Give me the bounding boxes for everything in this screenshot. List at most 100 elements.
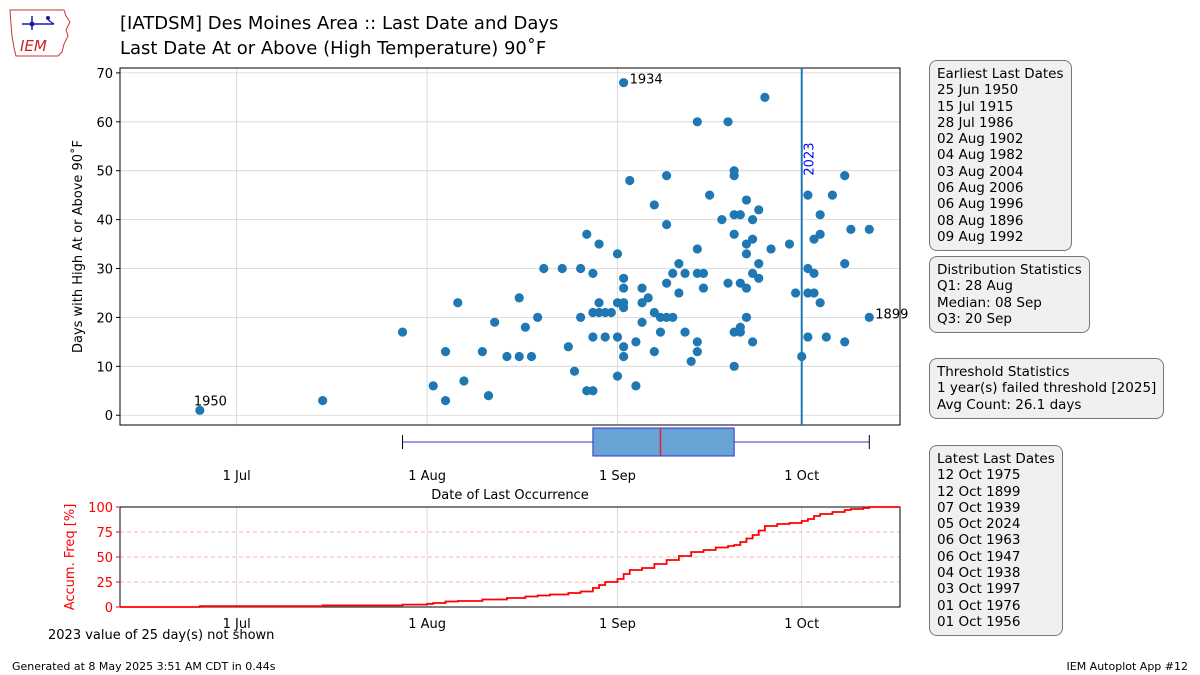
box-xlabel: Date of Last Occurrence	[431, 488, 588, 503]
scatter-point	[698, 268, 709, 278]
scatter-point	[606, 307, 616, 318]
scatter-point	[619, 342, 629, 352]
earliest-date: 04 Aug 1982	[937, 147, 1024, 164]
scatter-point	[619, 298, 629, 308]
scatter-point	[668, 312, 678, 323]
scatter-ytick-label: 0	[105, 409, 113, 424]
footnote: 2023 value of 25 day(s) not shown	[48, 628, 275, 643]
scatter-point	[735, 278, 745, 288]
scatter-point	[477, 347, 487, 357]
scatter-point	[625, 175, 635, 186]
latest-date: 01 Oct 1976	[937, 597, 1021, 614]
scatter-point	[840, 337, 850, 347]
scatter-point	[674, 259, 684, 269]
scatter-point	[760, 92, 770, 102]
scatter-point	[717, 215, 727, 225]
scatter-point	[741, 249, 752, 259]
scatter-ytick-label: 30	[96, 263, 113, 278]
threshold-heading: Threshold Statistics	[937, 364, 1070, 380]
scatter-point	[582, 229, 592, 239]
scatter-point	[790, 288, 801, 298]
scatter-point	[490, 317, 500, 327]
scatter-point	[705, 190, 715, 200]
distribution-box: Distribution Statistics Q1: 28 Aug Median…	[929, 256, 1090, 334]
latest-dates-box: Latest Last Dates 12 Oct 1975 12 Oct 1899…	[929, 445, 1063, 637]
scatter-point	[692, 337, 702, 347]
chart-title: [IATDSM] Des Moines Area :: Last Date an…	[120, 13, 559, 34]
scatter-point	[440, 395, 451, 406]
scatter-point	[864, 312, 874, 323]
scatter-point	[631, 381, 641, 391]
scatter-point	[692, 244, 702, 254]
earliest-date: 09 Aug 1992	[937, 228, 1024, 245]
latest-date: 07 Oct 1939	[937, 499, 1021, 516]
earliest-date: 06 Aug 2006	[937, 180, 1024, 197]
scatter-point	[619, 351, 629, 362]
scatter-point	[643, 293, 653, 303]
latest-date: 03 Oct 1997	[937, 581, 1021, 598]
scatter-point	[637, 317, 647, 327]
earliest-dates-box: Earliest Last Dates 25 Jun 1950 15 Jul 19…	[929, 60, 1072, 252]
scatter-point	[649, 347, 659, 357]
scatter-point	[459, 376, 469, 386]
cdf-xtick-label: 1 Sep	[599, 617, 636, 632]
scatter-point	[594, 298, 604, 308]
threshold-stat: 1 year(s) failed threshold [2025]	[937, 380, 1157, 397]
scatter-point	[809, 288, 819, 298]
scatter-point	[674, 288, 684, 298]
scatter-point	[680, 268, 690, 278]
threshold-list: 1 year(s) failed threshold [2025] Avg Cou…	[937, 380, 1156, 413]
cdf-ylabel: Accum. Freq [%]	[63, 504, 78, 611]
scatter-point	[815, 210, 825, 220]
scatter-point	[686, 356, 696, 367]
cdf-ytick-label: 100	[88, 501, 113, 516]
earliest-date: 03 Aug 2004	[937, 163, 1024, 180]
scatter-point	[840, 170, 850, 181]
scatter-point	[680, 327, 690, 337]
scatter-ytick-label: 20	[96, 311, 113, 326]
box-xtick-label: 1 Jul	[223, 469, 251, 484]
distribution-stat: Q1: 28 Aug	[937, 278, 1013, 295]
scatter-point	[692, 347, 702, 357]
scatter-point	[747, 215, 758, 225]
cdf-ytick-label: 0	[105, 601, 113, 616]
scatter-point	[631, 337, 641, 347]
scatter-point	[741, 239, 752, 249]
scatter-point	[637, 298, 647, 308]
scatter-point	[588, 386, 598, 396]
year-annotation: 1950	[194, 394, 227, 409]
scatter-point	[723, 278, 733, 288]
scatter-point	[588, 268, 598, 278]
box-xtick-label: 1 Aug	[408, 469, 446, 484]
cdf-xtick-label: 1 Jul	[223, 617, 251, 632]
scatter-point	[502, 351, 512, 362]
scatter-point	[576, 312, 586, 323]
scatter-point	[619, 273, 629, 283]
scatter-point	[514, 351, 524, 362]
scatter-point	[662, 278, 672, 288]
scatter-point	[612, 332, 623, 342]
cdf-xtick-label: 1 Oct	[784, 617, 819, 632]
cdf-ytick-label: 50	[96, 551, 113, 566]
latest-date: 04 Oct 1938	[937, 565, 1021, 582]
earliest-date: 25 Jun 1950	[937, 82, 1019, 99]
scatter-point	[612, 249, 623, 259]
scatter-point	[723, 117, 733, 127]
scatter-point	[827, 190, 838, 200]
latest-date: 12 Oct 1899	[937, 483, 1021, 500]
scatter-point	[803, 190, 813, 200]
distribution-stat: Q3: 20 Sep	[937, 310, 1012, 327]
scatter-point	[809, 268, 819, 278]
earliest-date: 15 Jul 1915	[937, 98, 1014, 115]
latest-date: 12 Oct 1975	[937, 467, 1021, 484]
scatter-point	[563, 342, 573, 352]
scatter-point	[698, 283, 709, 293]
scatter-point	[453, 298, 463, 308]
scatter-ylabel: Days with High At or Above 90˚F	[70, 140, 86, 353]
box-xtick-label: 1 Sep	[599, 469, 636, 484]
scatter-point	[809, 234, 819, 244]
scatter-ytick-label: 40	[96, 214, 113, 229]
scatter-frame	[119, 67, 901, 426]
scatter-point	[803, 332, 813, 342]
